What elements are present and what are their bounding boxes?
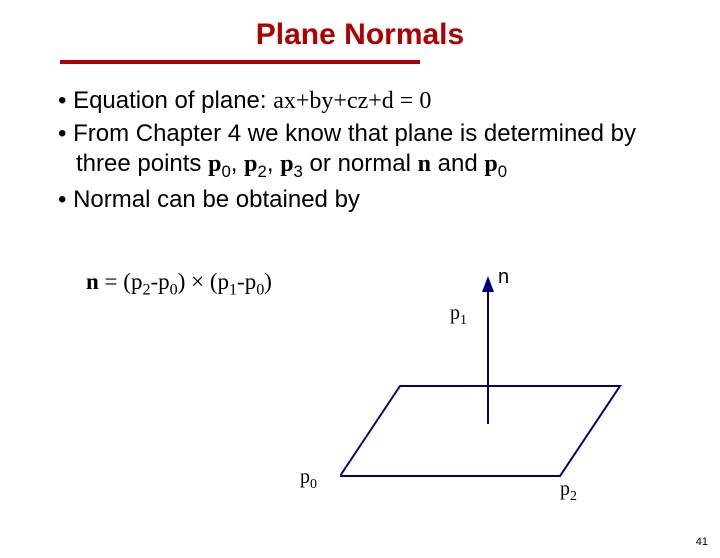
math-sub: 0 (498, 162, 507, 181)
bullet-item: • Equation of plane: ax+by+cz+d = 0 (58, 86, 660, 117)
plane-shape (340, 386, 620, 476)
slide-title: Plane Normals (0, 18, 720, 52)
math-sub: 1 (460, 313, 467, 328)
plane-svg (340, 266, 680, 496)
label-n: n (498, 266, 509, 289)
title-rule (60, 60, 420, 64)
math-sub: 3 (294, 162, 303, 181)
math-var: p (218, 269, 230, 294)
math-var: p (131, 269, 143, 294)
math-var: p (158, 269, 170, 294)
math-sub: 0 (310, 477, 317, 492)
math-sub: 0 (221, 162, 230, 181)
math-sub: 2 (258, 162, 267, 181)
math-var: p (450, 302, 460, 324)
math-var: p (484, 151, 497, 177)
bullet-text: • Normal can be obtained by (58, 186, 360, 213)
math-text: = ( (99, 269, 131, 294)
math-var: n (418, 151, 431, 177)
math-text: ax+by+cz+d = 0 (273, 88, 431, 114)
plane-diagram: n p1 p0 p2 (340, 266, 680, 496)
math-var: p (300, 466, 310, 488)
math-sub: 0 (170, 282, 178, 299)
math-sub: 1 (229, 282, 237, 299)
math-sub: 2 (570, 489, 577, 504)
bullet-list: • Equation of plane: ax+by+cz+d = 0 • Fr… (58, 86, 660, 215)
bullet-text: and (431, 150, 484, 177)
bullet-text: , (231, 150, 244, 177)
math-var: p (245, 269, 257, 294)
label-p1: p1 (450, 302, 467, 329)
bullet-text: , (267, 150, 280, 177)
math-var: n (86, 269, 99, 294)
math-var: p (280, 151, 293, 177)
math-text: ) × ( (178, 269, 218, 294)
arrowhead-icon (482, 276, 494, 292)
math-var: p (244, 151, 257, 177)
math-var: p (208, 151, 221, 177)
bullet-item: • From Chapter 4 we know that plane is d… (58, 119, 660, 183)
math-text: - (150, 269, 158, 294)
bullet-text: • Equation of plane: (58, 87, 273, 114)
bullet-item: • Normal can be obtained by (58, 185, 660, 216)
label-p2: p2 (560, 478, 577, 505)
slide-number: 41 (696, 536, 708, 548)
bullet-text: or normal (303, 150, 418, 177)
math-text: - (237, 269, 245, 294)
math-text: ) (264, 269, 272, 294)
math-var: p (560, 478, 570, 500)
label-p0: p0 (300, 466, 317, 493)
